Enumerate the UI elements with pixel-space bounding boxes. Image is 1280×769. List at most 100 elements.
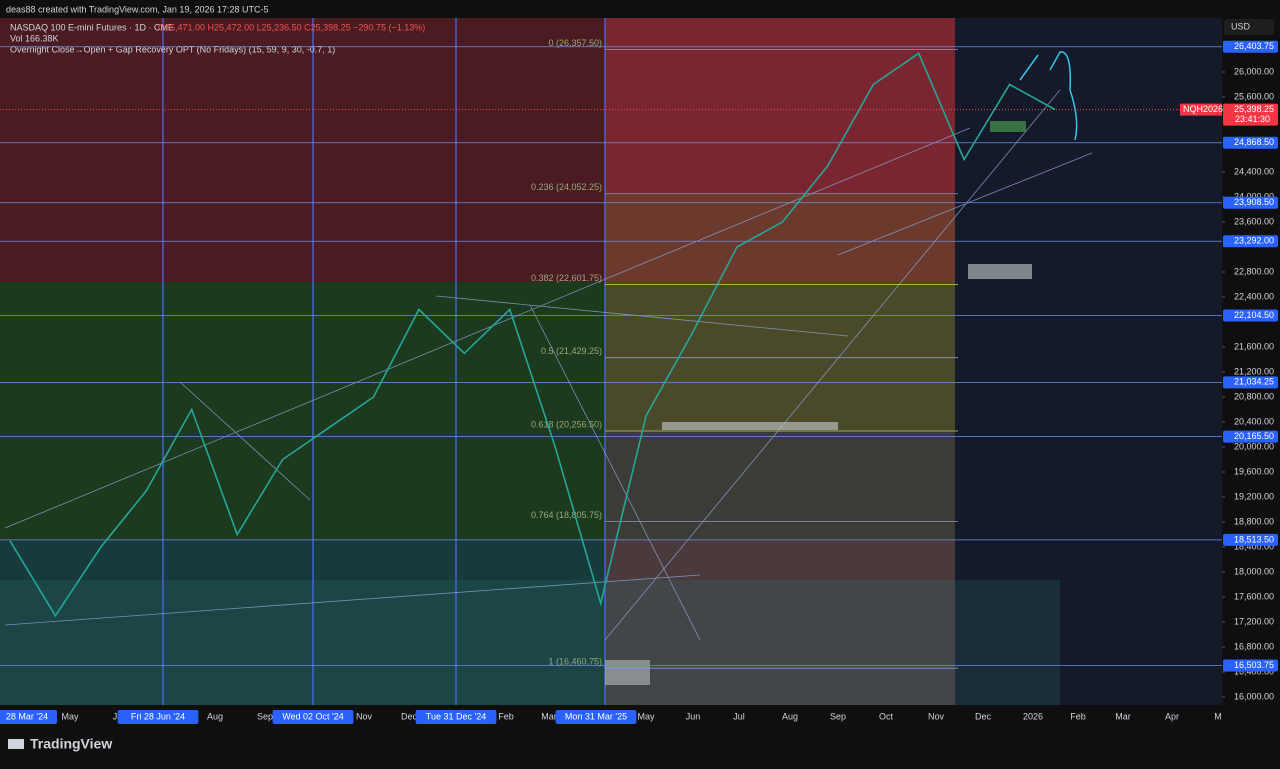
- level-label: 20,165.50: [1234, 431, 1274, 441]
- time-label: Tue 31 Dec '24: [426, 711, 486, 721]
- price-label: 20,000.00: [1234, 441, 1274, 451]
- time-label: Mar: [1115, 711, 1131, 721]
- brand: TradingView: [30, 736, 112, 752]
- currency-box[interactable]: [1224, 19, 1274, 35]
- fib-label: 0.764 (18,805.75): [531, 510, 602, 520]
- price-label: 26,000.00: [1234, 66, 1274, 76]
- level-label: 24,868.50: [1234, 137, 1274, 147]
- time-tag: [555, 710, 637, 724]
- symbol: NASDAQ 100 E-mini Futures · 1D · CME: [10, 22, 174, 32]
- symbol-tag: [1180, 103, 1222, 116]
- time-label: Feb: [1070, 711, 1086, 721]
- level-tag: [1223, 40, 1278, 53]
- price-label: 21,600.00: [1234, 341, 1274, 351]
- zone: [955, 18, 1222, 705]
- time-label: Mon 31 Mar '25: [565, 711, 627, 721]
- time-label: Aug: [782, 711, 798, 721]
- time-label: Oct: [879, 711, 894, 721]
- level-label: 21,034.25: [1234, 377, 1274, 387]
- footer: [0, 725, 1280, 764]
- fib-label: 0.236 (24,052.25): [531, 182, 602, 192]
- ohlc: O25,471.00 H25,472.00 L25,236.50 C25,398…: [158, 22, 425, 32]
- time-tag: [117, 710, 199, 724]
- price-label: 18,400.00: [1234, 541, 1274, 551]
- zone: [0, 282, 605, 540]
- level-tag: [1223, 659, 1278, 672]
- zone: [605, 18, 955, 195]
- level-tag: [1223, 235, 1278, 248]
- price-label: 18,000.00: [1234, 566, 1274, 576]
- time-label: Fri 28 Jun '24: [131, 711, 185, 721]
- price-label: 21,200.00: [1234, 366, 1274, 376]
- time-label: M: [1214, 711, 1222, 721]
- time-label: Jun: [686, 711, 701, 721]
- fib-label: 1 (16,460.75): [548, 657, 602, 667]
- fib-label: 0 (26,357.50): [548, 38, 602, 48]
- price-label: 16,800.00: [1234, 641, 1274, 651]
- price-label: 17,600.00: [1234, 591, 1274, 601]
- symbol-label: NQH2026: [1183, 104, 1223, 114]
- time-label: May: [637, 711, 655, 721]
- time-label: Mar: [541, 711, 557, 721]
- time-tag: [415, 710, 497, 724]
- fib-label: 0.5 (21,429.25): [541, 346, 602, 356]
- time-label: Dec: [401, 711, 418, 721]
- time-label: Wed 02 Oct '24: [282, 711, 344, 721]
- indicator: Overnight Close→Open + Gap Recovery OPT …: [10, 44, 335, 54]
- fib-label: 0.382 (22,601.75): [531, 273, 602, 283]
- level-label: 18,513.50: [1234, 534, 1274, 544]
- time-label: 2026: [1023, 711, 1043, 721]
- box: [605, 660, 650, 685]
- time-label: May: [61, 711, 79, 721]
- level-label: 22,104.50: [1234, 310, 1274, 320]
- time-tag: [272, 710, 354, 724]
- price-label: 20,800.00: [1234, 391, 1274, 401]
- price-label: 22,400.00: [1234, 291, 1274, 301]
- credit: deas88 created with TradingView.com, Jan…: [6, 4, 269, 14]
- currency[interactable]: USD: [1231, 21, 1251, 31]
- level-tag: [1223, 376, 1278, 389]
- level-label: 26,403.75: [1234, 41, 1274, 51]
- time-label: Apr: [1165, 711, 1179, 721]
- level-label: 16,503.75: [1234, 660, 1274, 670]
- level-label: 23,908.50: [1234, 197, 1274, 207]
- session-lines: [162, 18, 606, 705]
- time-label: Sep: [257, 711, 273, 721]
- box: [990, 121, 1026, 132]
- trend-lines: [4, 89, 1093, 641]
- time-label: Nov: [928, 711, 945, 721]
- price-line: [9, 52, 1056, 618]
- countdown: 23:41:30: [1235, 114, 1270, 124]
- level-tag: [1223, 533, 1278, 546]
- price-tag: [1223, 103, 1278, 126]
- price-label: 23,600.00: [1234, 216, 1274, 226]
- box: [968, 264, 1032, 279]
- zone: [0, 540, 605, 705]
- zone: [0, 18, 605, 282]
- zone: [605, 195, 955, 282]
- time-label: Feb: [498, 711, 514, 721]
- time-label: Nov: [356, 711, 373, 721]
- box: [662, 422, 838, 430]
- level-tag: [1223, 430, 1278, 443]
- volume: Vol 166.38K: [10, 33, 59, 43]
- price-label: 20,400.00: [1234, 416, 1274, 426]
- price-label: 18,800.00: [1234, 516, 1274, 526]
- fib-label: 0.618 (20,256.50): [531, 419, 602, 429]
- brand-logo: [8, 739, 24, 749]
- time-tag: [0, 710, 57, 724]
- price-label: 19,600.00: [1234, 466, 1274, 476]
- time-label: Jul: [733, 711, 745, 721]
- level-tag: [1223, 196, 1278, 209]
- price-label: 16,000.00: [1234, 691, 1274, 701]
- time-label: 28 Mar '24: [6, 711, 48, 721]
- drawing: [1019, 51, 1078, 141]
- zone: [605, 430, 955, 540]
- time-label: Aug: [207, 711, 223, 721]
- time-label: Sep: [830, 711, 846, 721]
- time-label: Dec: [975, 711, 992, 721]
- price-label: 25,600.00: [1234, 91, 1274, 101]
- price-label: 24,400.00: [1234, 166, 1274, 176]
- price-label: 24,000.00: [1234, 191, 1274, 201]
